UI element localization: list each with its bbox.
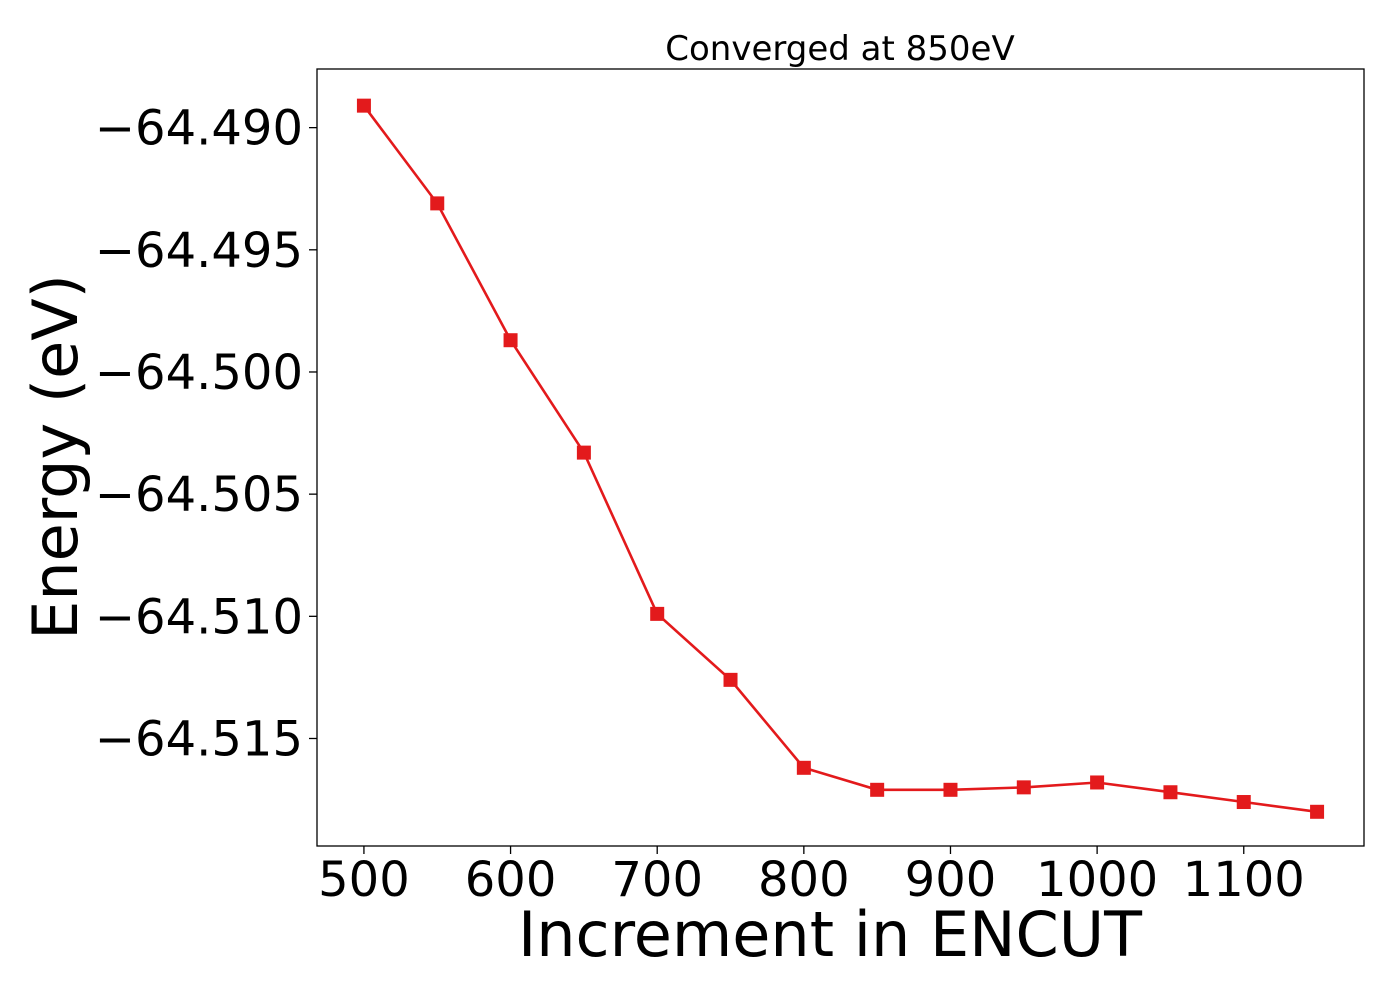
x-tick-label: 1000 xyxy=(1036,852,1158,908)
x-tick-label: 500 xyxy=(318,852,410,908)
x-tick-label: 1100 xyxy=(1183,852,1305,908)
data-point xyxy=(796,760,811,775)
data-point xyxy=(503,333,518,348)
y-tick-label: −64.510 xyxy=(95,589,303,645)
y-tick-label: −64.490 xyxy=(95,101,303,157)
series-group xyxy=(356,98,1325,819)
data-point xyxy=(870,782,885,797)
data-point xyxy=(943,782,958,797)
data-point xyxy=(356,98,371,113)
y-tick-label: −64.505 xyxy=(95,467,303,523)
y-tick-label: −64.515 xyxy=(95,711,303,767)
x-axis-ticks: 500 600 700 800 900 1000 1100 xyxy=(318,846,1305,908)
plot-frame xyxy=(316,68,1365,847)
data-point xyxy=(1236,795,1251,810)
data-point xyxy=(576,445,591,460)
series-line xyxy=(362,104,1318,814)
y-axis-label: Energy (eV) xyxy=(19,274,92,640)
y-axis-ticks: −64.490 −64.495 −64.500 −64.505 −64.510 −64.5… xyxy=(95,101,317,767)
data-point xyxy=(430,196,445,211)
data-point xyxy=(650,606,665,621)
x-axis-label: Increment in ENCUT xyxy=(518,898,1143,971)
data-point xyxy=(723,672,738,687)
y-tick-label: −64.495 xyxy=(95,223,303,279)
chart-title: Converged at 850eV xyxy=(665,29,1014,69)
data-point xyxy=(1090,775,1105,790)
data-point xyxy=(1016,780,1031,795)
data-point xyxy=(1310,804,1325,819)
x-tick-label: 900 xyxy=(905,852,997,908)
data-point xyxy=(1163,785,1178,800)
y-tick-label: −64.500 xyxy=(95,345,303,401)
x-tick-label: 600 xyxy=(465,852,557,908)
x-tick-label: 800 xyxy=(758,852,850,908)
x-tick-label: 700 xyxy=(611,852,703,908)
